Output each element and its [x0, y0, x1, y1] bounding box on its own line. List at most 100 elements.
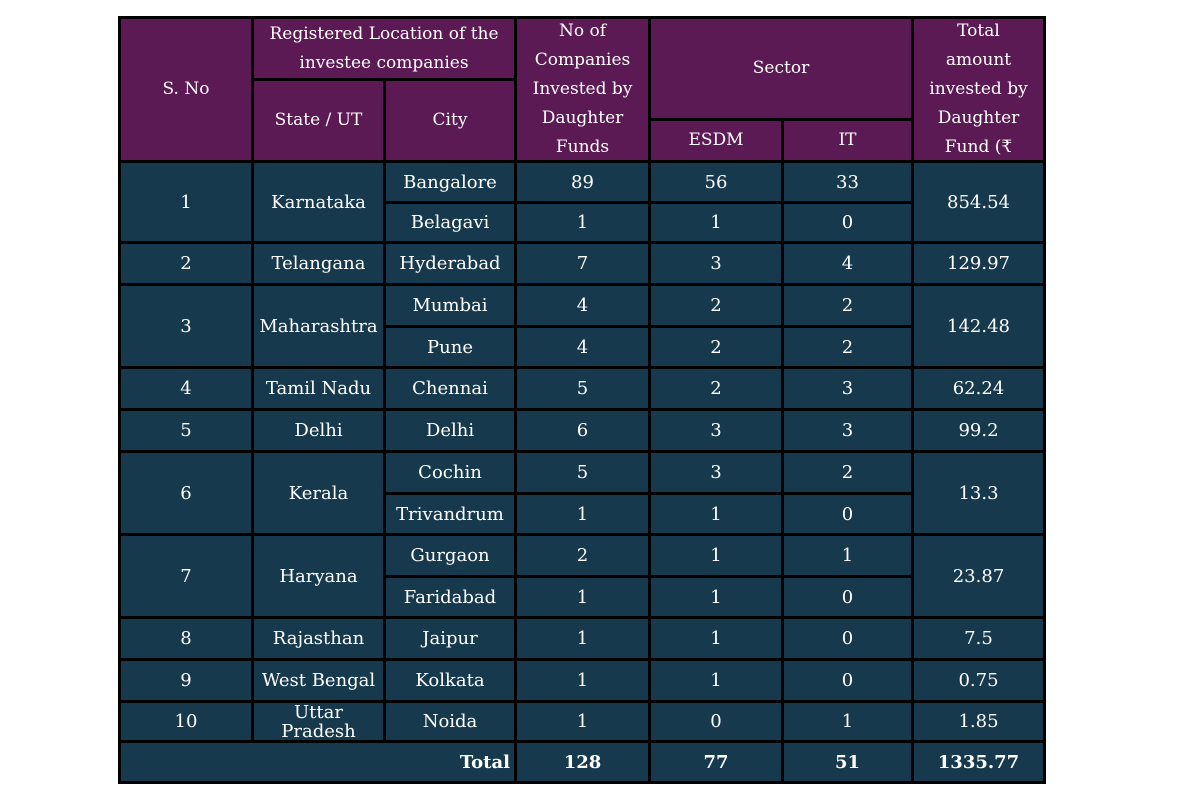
row-state: Kerala — [254, 453, 383, 533]
header-sector: Sector — [651, 19, 911, 118]
row-companies: 1 — [517, 619, 648, 658]
row-state: Uttar Pradesh — [254, 703, 383, 740]
row-esdm: 2 — [651, 286, 781, 325]
investment-table: S. No Registered Location of the investe… — [118, 16, 1046, 784]
row-it: 2 — [784, 453, 911, 492]
row-it: 0 — [784, 495, 911, 533]
row-city: Cochin — [386, 453, 514, 492]
row-amount: 23.87 — [914, 536, 1043, 616]
row-city: Jaipur — [386, 619, 514, 658]
row-state: Telangana — [254, 244, 383, 283]
row-amount: 7.5 — [914, 619, 1043, 658]
row-it: 0 — [784, 204, 911, 241]
row-it: 2 — [784, 328, 911, 366]
row-amount: 62.24 — [914, 369, 1043, 408]
row-esdm: 3 — [651, 244, 781, 283]
row-esdm: 2 — [651, 328, 781, 366]
row-state: Karnataka — [254, 163, 383, 241]
row-esdm: 3 — [651, 453, 781, 492]
header-location-group: Registered Location of the investee comp… — [254, 19, 514, 78]
row-it: 1 — [784, 703, 911, 740]
row-city: Belagavi — [386, 204, 514, 241]
row-city: Kolkata — [386, 661, 514, 700]
row-it: 2 — [784, 286, 911, 325]
header-esdm: ESDM — [651, 121, 781, 160]
row-it: 0 — [784, 619, 911, 658]
row-sno: 4 — [121, 369, 251, 408]
row-state: Maharashtra — [254, 286, 383, 366]
row-city: Gurgaon — [386, 536, 514, 575]
row-amount: 1.85 — [914, 703, 1043, 740]
row-companies: 4 — [517, 286, 648, 325]
row-it: 33 — [784, 163, 911, 201]
row-esdm: 1 — [651, 619, 781, 658]
row-it: 3 — [784, 369, 911, 408]
header-city: City — [386, 81, 514, 160]
row-amount: 854.54 — [914, 163, 1043, 241]
header-total-amount: Total amount invested by Daughter Fund (… — [914, 19, 1043, 160]
header-it: IT — [784, 121, 911, 160]
row-sno: 10 — [121, 703, 251, 740]
row-companies: 89 — [517, 163, 648, 201]
row-city: Mumbai — [386, 286, 514, 325]
header-state: State / UT — [254, 81, 383, 160]
header-companies: No of Companies Invested by Daughter Fun… — [517, 19, 648, 160]
row-companies: 7 — [517, 244, 648, 283]
row-companies: 5 — [517, 453, 648, 492]
row-companies: 1 — [517, 578, 648, 616]
row-esdm: 56 — [651, 163, 781, 201]
row-city: Chennai — [386, 369, 514, 408]
total-label: Total — [121, 743, 514, 781]
row-esdm: 1 — [651, 204, 781, 241]
total-esdm: 77 — [651, 743, 781, 781]
row-sno: 9 — [121, 661, 251, 700]
row-esdm: 0 — [651, 703, 781, 740]
row-state: Delhi — [254, 411, 383, 450]
row-city: Bangalore — [386, 163, 514, 201]
row-companies: 1 — [517, 703, 648, 740]
row-it: 4 — [784, 244, 911, 283]
row-companies: 6 — [517, 411, 648, 450]
row-companies: 5 — [517, 369, 648, 408]
row-city: Noida — [386, 703, 514, 740]
row-sno: 8 — [121, 619, 251, 658]
row-city: Hyderabad — [386, 244, 514, 283]
row-state: Haryana — [254, 536, 383, 616]
row-amount: 142.48 — [914, 286, 1043, 366]
row-state: Tamil Nadu — [254, 369, 383, 408]
row-sno: 5 — [121, 411, 251, 450]
row-esdm: 1 — [651, 495, 781, 533]
row-esdm: 1 — [651, 578, 781, 616]
row-amount: 13.3 — [914, 453, 1043, 533]
row-it: 3 — [784, 411, 911, 450]
row-it: 0 — [784, 661, 911, 700]
row-amount: 129.97 — [914, 244, 1043, 283]
row-sno: 6 — [121, 453, 251, 533]
row-sno: 2 — [121, 244, 251, 283]
row-sno: 7 — [121, 536, 251, 616]
row-sno: 3 — [121, 286, 251, 366]
row-companies: 4 — [517, 328, 648, 366]
row-esdm: 3 — [651, 411, 781, 450]
row-companies: 1 — [517, 661, 648, 700]
row-city: Faridabad — [386, 578, 514, 616]
row-it: 0 — [784, 578, 911, 616]
row-amount: 0.75 — [914, 661, 1043, 700]
total-amount: 1335.77 — [914, 743, 1043, 781]
row-esdm: 2 — [651, 369, 781, 408]
row-companies: 1 — [517, 204, 648, 241]
row-city: Trivandrum — [386, 495, 514, 533]
header-sno: S. No — [121, 19, 251, 160]
row-esdm: 1 — [651, 536, 781, 575]
row-amount: 99.2 — [914, 411, 1043, 450]
row-sno: 1 — [121, 163, 251, 241]
row-companies: 2 — [517, 536, 648, 575]
row-companies: 1 — [517, 495, 648, 533]
total-companies: 128 — [517, 743, 648, 781]
row-it: 1 — [784, 536, 911, 575]
row-esdm: 1 — [651, 661, 781, 700]
row-city: Pune — [386, 328, 514, 366]
total-it: 51 — [784, 743, 911, 781]
row-state: Rajasthan — [254, 619, 383, 658]
row-state: West Bengal — [254, 661, 383, 700]
